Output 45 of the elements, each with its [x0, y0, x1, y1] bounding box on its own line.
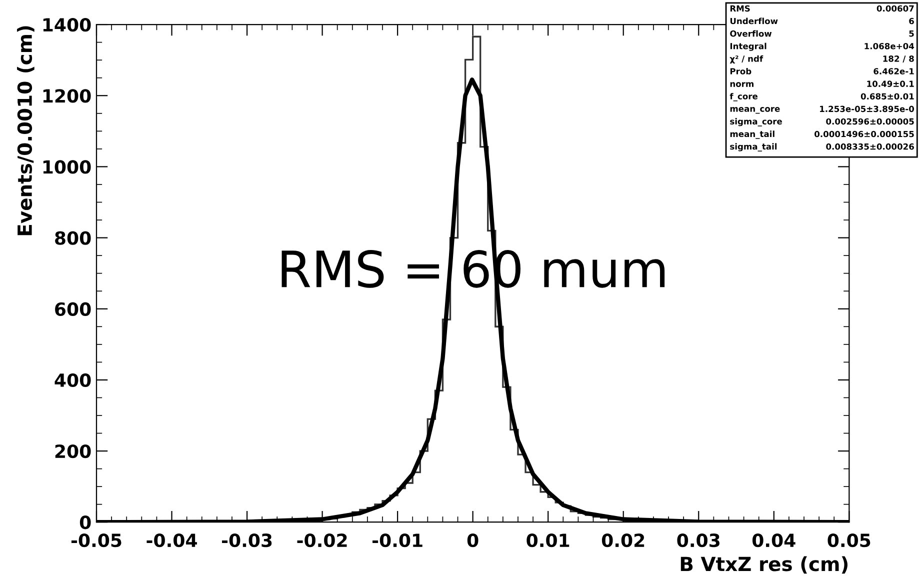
annotation: norm	[730, 82, 754, 87]
x-tick-label: 0.04	[752, 534, 796, 548]
y-tick-label: 1200	[43, 89, 91, 103]
y-tick-label: 1400	[43, 18, 91, 32]
text: RMS	[730, 5, 750, 12]
text: 6	[909, 18, 914, 24]
x-tick-label: -0.03	[222, 534, 272, 548]
annotation: mean_core	[730, 107, 780, 114]
annotation: 0.0001496±0.000155	[814, 130, 914, 138]
text: 0.685±0.01	[860, 93, 914, 100]
text: 5	[909, 30, 914, 37]
y-tick-label: 200	[55, 444, 91, 458]
annotation: 0.002596±0.00005	[826, 118, 914, 125]
text: 10.49±0.1	[867, 80, 914, 87]
x-tick-label: 0.05	[828, 534, 870, 548]
text: 6.462e-1	[874, 68, 914, 74]
annotation: Prob	[730, 68, 752, 74]
text: 0.00607	[876, 5, 914, 12]
x-tick-label: -0.05	[71, 534, 122, 548]
x-tick-label: -0.01	[372, 534, 422, 548]
x-tick-label: 0.03	[677, 534, 720, 548]
annotation: sigma_tail	[730, 143, 777, 152]
x-tick-label: 0.02	[602, 534, 644, 548]
text: 1.068e+04	[864, 42, 914, 50]
y-tick-label: 800	[55, 231, 91, 245]
annotation: sigma_core	[730, 118, 782, 126]
x-tick-label: 0.01	[526, 534, 570, 548]
text: 182 / 8	[883, 56, 914, 62]
y-tick-label: 600	[55, 302, 91, 316]
annotation: Integral	[730, 42, 766, 51]
annotation: χ² / ndf	[730, 55, 764, 64]
y-tick-label: 400	[54, 373, 91, 388]
text: Underflow	[730, 18, 778, 24]
annotation: 0.008335±0.00026	[826, 143, 914, 150]
y-tick-label: 1000	[43, 160, 91, 174]
x-tick-label: 0	[467, 534, 478, 548]
annotation: 1.253e-05±3.895e-0	[820, 106, 914, 112]
x-axis-title: B VtxZ res (cm)	[680, 556, 848, 574]
y-axis-title: Events/0.0010 (cm)	[17, 26, 34, 236]
annotation: f_core	[730, 92, 758, 102]
x-tick-label: -0.02	[297, 534, 347, 548]
y-tick-label: 0	[80, 516, 91, 530]
annotation: mean_tail	[730, 130, 774, 139]
x-tick-label: -0.04	[146, 534, 197, 548]
annotation: Overflow	[730, 30, 772, 37]
